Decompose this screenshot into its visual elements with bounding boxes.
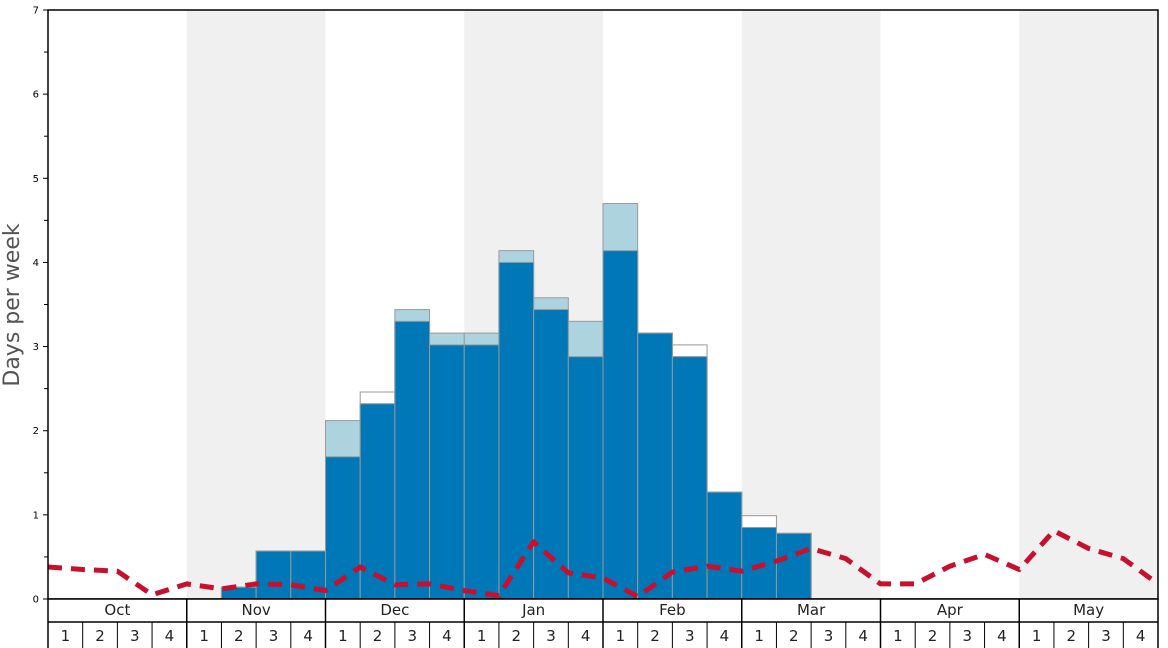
month-label-feb: Feb [659,601,686,619]
month-shade-may [1019,10,1158,599]
week-label-feb-3: 3 [685,627,695,645]
week-label-apr-2: 2 [928,627,938,645]
week-label-mar-3: 3 [824,627,834,645]
week-label-apr-4: 4 [997,627,1007,645]
week-label-dec-2: 2 [373,627,383,645]
week-label-jan-3: 3 [546,627,556,645]
bar-primary-bar-7 [255,550,292,600]
month-shade-nov [186,10,326,599]
week-label-jan-2: 2 [512,627,522,645]
week-label-dec-1: 1 [338,627,348,645]
month-label-mar: Mar [797,601,826,619]
bar-primary-bar-15 [533,309,569,600]
y-tick-label-0: 0 [33,595,39,606]
week-label-oct-4: 4 [165,627,175,645]
week-label-mar-1: 1 [754,627,764,645]
week-label-jan-1: 1 [477,627,487,645]
week-label-feb-1: 1 [616,627,626,645]
y-tick-label-6: 6 [33,90,39,101]
y-tick-label-2: 2 [33,426,39,437]
week-label-apr-1: 1 [893,627,903,645]
bar-primary-bar-22 [775,532,812,600]
primary-bars-layer [220,250,812,600]
bar-primary-bar-12 [429,344,465,600]
week-label-mar-4: 4 [858,627,868,645]
month-label-may: May [1073,601,1104,619]
month-label-dec: Dec [380,601,409,619]
week-label-nov-4: 4 [303,627,313,645]
week-label-mar-2: 2 [789,627,799,645]
y-tick-label-5: 5 [33,174,39,185]
dashed-series-line [47,528,1160,599]
dashed-line-layer [47,528,1160,599]
bar-primary-bar-17 [602,250,639,600]
y-tick-label-4: 4 [33,258,39,269]
week-label-jan-4: 4 [581,627,591,645]
y-axis-label: Days per week [0,223,25,386]
week-label-feb-4: 4 [720,627,730,645]
bar-primary-bar-21 [741,526,777,600]
bar-primary-bar-16 [567,356,604,600]
week-label-may-1: 1 [1032,627,1042,645]
y-tick-label-1: 1 [33,510,39,521]
axis-layer: 0 1 2 3 4 5 6 7 Oct 1 2 3 4 Nov 1 2 3 4 Dec 1 2 3 4 Jan 1 2 3 4 Feb 1… [33,6,1159,648]
week-label-may-2: 2 [1067,627,1077,645]
y-tick-label-7: 7 [33,6,39,17]
week-label-nov-1: 1 [199,627,209,645]
bar-primary-bar-11 [394,320,431,600]
month-label-jan: Jan [521,601,545,619]
month-label-nov: Nov [241,601,270,619]
week-label-oct-2: 2 [95,627,105,645]
week-label-dec-3: 3 [407,627,417,645]
bar-primary-bar-18 [637,332,673,600]
month-shade-mar [741,10,881,599]
week-label-dec-4: 4 [442,627,452,645]
bar-primary-bar-20 [706,491,743,600]
month-label-oct: Oct [104,601,130,619]
week-label-oct-3: 3 [130,627,140,645]
week-label-may-4: 4 [1136,627,1146,645]
week-label-nov-3: 3 [269,627,279,645]
bar-primary-bar-13 [463,344,500,600]
y-tick-label-3: 3 [33,342,39,353]
week-label-feb-2: 2 [650,627,660,645]
week-label-may-3: 3 [1101,627,1111,645]
week-label-nov-2: 2 [234,627,244,645]
bar-primary-bar-10 [359,403,396,600]
bar-primary-bar-19 [671,356,708,600]
week-label-oct-1: 1 [61,627,71,645]
bar-primary-bar-14 [498,261,535,600]
week-label-apr-3: 3 [962,627,972,645]
month-label-apr: Apr [937,601,964,619]
